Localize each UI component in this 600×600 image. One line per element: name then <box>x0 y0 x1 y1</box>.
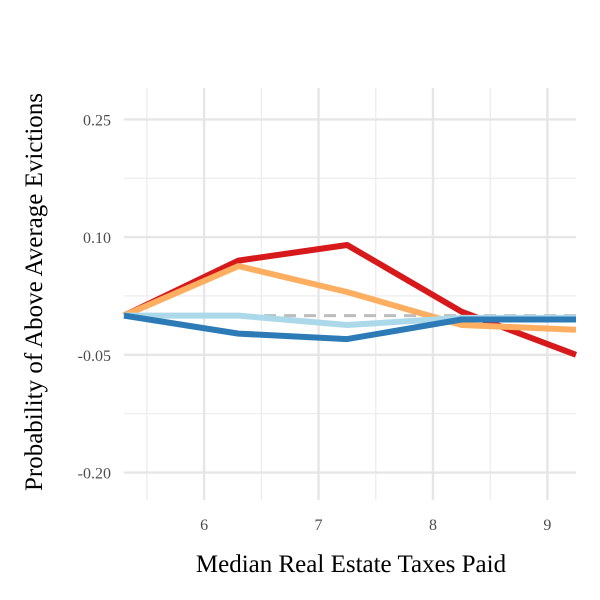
series-line-2 <box>122 263 577 333</box>
series-line-4 <box>123 312 576 343</box>
x-axis-title: Median Real Estate Taxes Paid <box>196 551 507 578</box>
y-tick-label: 0.25 <box>83 112 111 129</box>
minor-gridlines <box>124 88 576 500</box>
x-tick-labels: 6 7 8 9 <box>200 517 551 534</box>
series-lines <box>122 242 578 358</box>
y-tick-label: -0.05 <box>78 348 111 365</box>
y-axis-title: Probability of Above Average Evictions <box>21 93 48 491</box>
y-tick-labels: -0.20 -0.05 0.10 0.25 <box>78 112 111 482</box>
major-gridlines <box>124 88 576 500</box>
x-tick-label: 8 <box>429 517 437 534</box>
x-tick-label: 6 <box>200 517 208 534</box>
y-tick-label: -0.20 <box>78 466 111 483</box>
x-tick-label: 9 <box>543 517 551 534</box>
x-tick-label: 7 <box>315 517 323 534</box>
y-tick-label: 0.10 <box>83 230 111 247</box>
